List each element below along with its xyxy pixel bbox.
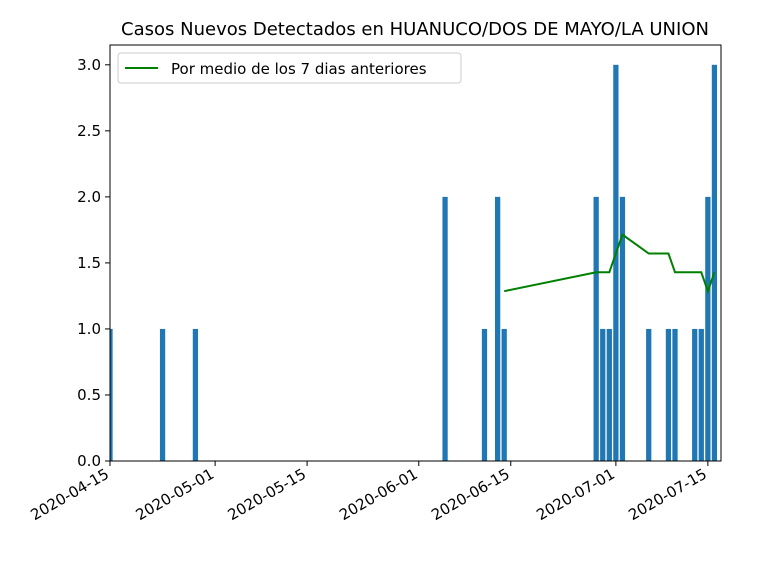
y-tick-label: 0.0: [77, 452, 101, 470]
bar: [613, 64, 619, 461]
bar: [494, 196, 501, 461]
bar: [606, 328, 612, 461]
bar: [600, 328, 606, 461]
chart-title: Casos Nuevos Detectados en HUANUCO/DOS D…: [121, 19, 709, 40]
bar: [672, 328, 678, 461]
bar: [481, 328, 488, 461]
bar: [110, 328, 113, 461]
bar: [192, 328, 199, 461]
y-axis: 0.0 0.5 1.0 1.5 2.0 2.5 3.0: [77, 56, 110, 470]
x-tick-label: 2020-07-15: [625, 465, 710, 524]
x-tick-label: 2020-04-15: [27, 465, 112, 524]
bar: [698, 328, 704, 461]
bar: [619, 196, 626, 461]
x-axis: 2020-04-15 2020-05-01 2020-05-15 2020-06-01…: [27, 461, 710, 524]
bar: [159, 328, 166, 461]
y-tick-label: 0.5: [77, 386, 101, 404]
y-tick-label: 3.0: [77, 56, 101, 74]
bar: [665, 328, 672, 461]
bar: [501, 328, 507, 461]
plot-frame: [109, 44, 722, 462]
bar: [705, 196, 711, 461]
bar: [646, 328, 652, 461]
x-tick-label: 2020-05-01: [133, 465, 218, 524]
x-tick-label: 2020-05-15: [225, 465, 310, 524]
y-tick-label: 2.5: [77, 122, 101, 140]
legend: Por medio de los 7 dias anteriores: [117, 52, 462, 84]
bars-group: [110, 64, 718, 461]
line-layer: [503, 233, 716, 295]
bar: [593, 196, 599, 461]
legend-box: [117, 52, 462, 84]
rolling-average-line: [503, 233, 716, 295]
legend-label: Por medio de los 7 dias anteriores: [171, 60, 427, 78]
x-tick-label: 2020-07-01: [533, 465, 618, 524]
y-tick-label: 1.5: [77, 254, 101, 272]
x-tick-label: 2020-06-01: [336, 465, 421, 524]
bar: [711, 64, 718, 461]
bar: [692, 328, 698, 461]
x-tick-label: 2020-06-15: [428, 465, 513, 524]
y-tick-label: 2.0: [77, 188, 101, 206]
y-tick-label: 1.0: [77, 320, 101, 338]
bar: [442, 196, 448, 461]
